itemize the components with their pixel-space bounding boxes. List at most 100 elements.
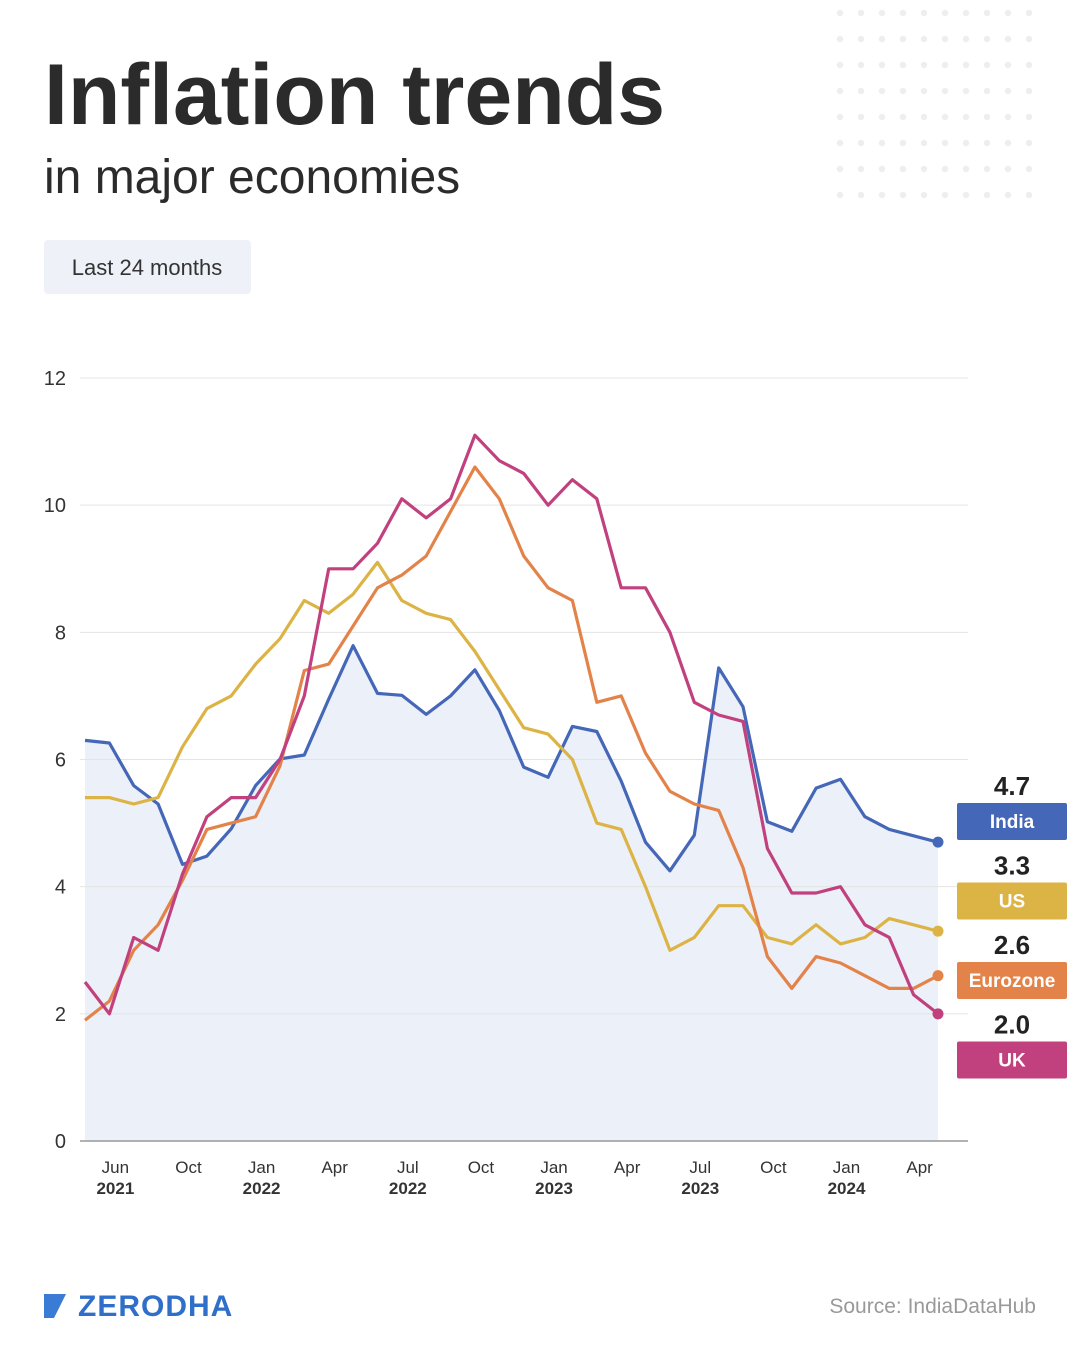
dot [836, 165, 844, 173]
badge: Last 24 months [72, 255, 222, 280]
y-tick-label: 8 [55, 622, 66, 644]
dot [983, 139, 991, 147]
end-dot [932, 1008, 944, 1020]
x-tick-label: Jun 2021 [96, 1158, 134, 1198]
x-tick-label: Apr [614, 1158, 641, 1177]
y-tick-label: 6 [55, 750, 66, 772]
dot [878, 165, 886, 173]
dot [983, 9, 991, 17]
dot [983, 191, 991, 199]
dot [857, 35, 865, 43]
dot [899, 165, 907, 173]
dot [962, 165, 970, 173]
end-value-label: 4.7 [994, 771, 1030, 801]
dot [920, 61, 928, 69]
dot [941, 61, 949, 69]
dot [983, 113, 991, 121]
x-tick-label: Apr [321, 1158, 348, 1177]
dot [1025, 113, 1033, 121]
dot [1004, 191, 1012, 199]
dot [899, 61, 907, 69]
dot [962, 87, 970, 95]
dot [1004, 139, 1012, 147]
legend-label: UK [998, 1051, 1026, 1072]
legend-label: US [999, 892, 1025, 913]
x-tick-label: Jul 2022 [389, 1158, 427, 1198]
legend-tag [957, 882, 1067, 920]
dot [920, 165, 928, 173]
dot [1025, 35, 1033, 43]
dot [1025, 165, 1033, 173]
dot [920, 139, 928, 147]
dot [1025, 191, 1033, 199]
dot [983, 35, 991, 43]
y-tick-label: 2 [55, 1004, 66, 1026]
source: Source: IndiaDataHub [829, 1295, 1036, 1318]
dot [941, 87, 949, 95]
dot [836, 139, 844, 147]
end-value-label: 2.6 [994, 930, 1030, 960]
dot [836, 87, 844, 95]
dot [878, 87, 886, 95]
dot-pattern [836, 9, 1033, 199]
end-value-label: 2.0 [994, 1010, 1030, 1040]
dot [878, 139, 886, 147]
dot [920, 9, 928, 17]
dot [899, 113, 907, 121]
y-tick-label: 4 [55, 877, 66, 899]
dot [1004, 165, 1012, 173]
dot [941, 165, 949, 173]
x-tick-label: Oct [175, 1158, 202, 1177]
end-dot [932, 836, 944, 848]
legend-tag [957, 803, 1067, 840]
dot [836, 113, 844, 121]
dot [857, 139, 865, 147]
x-tick-label: Jan 2024 [828, 1158, 866, 1198]
legend-tag [957, 962, 1067, 999]
x-tick-label: Jan 2023 [535, 1158, 573, 1198]
subtitle: in major economies [44, 151, 460, 204]
dot [983, 87, 991, 95]
dot [962, 139, 970, 147]
dot [857, 113, 865, 121]
dot [920, 35, 928, 43]
dot [1025, 9, 1033, 17]
dot [878, 35, 886, 43]
legend-tag [957, 1041, 1067, 1079]
dot [878, 113, 886, 121]
dot [941, 9, 949, 17]
dot [962, 113, 970, 121]
line [83, 433, 939, 1016]
dot [1004, 113, 1012, 121]
y-tick-label: 10 [44, 495, 66, 517]
legend-label: India [990, 812, 1035, 833]
dot [878, 61, 886, 69]
dot [1004, 9, 1012, 17]
dot [836, 191, 844, 199]
end-dot [932, 925, 944, 937]
dot [983, 61, 991, 69]
title: Inflation trends [44, 47, 665, 143]
legend-label: Eurozone [969, 971, 1056, 992]
line [84, 644, 939, 873]
x-tick-label: Oct [468, 1158, 495, 1177]
dot [899, 139, 907, 147]
dot [857, 61, 865, 69]
brand-logo [44, 1294, 66, 1318]
x-tick-label: Jan 2022 [243, 1158, 281, 1198]
dot [1025, 61, 1033, 69]
badge-bg [44, 240, 251, 294]
dot [920, 87, 928, 95]
dot [920, 113, 928, 121]
dot [899, 191, 907, 199]
dot [899, 87, 907, 95]
dot [1004, 35, 1012, 43]
dot [1025, 139, 1033, 147]
dot [857, 9, 865, 17]
dot [878, 191, 886, 199]
dot [962, 9, 970, 17]
dot [836, 35, 844, 43]
dot [962, 35, 970, 43]
